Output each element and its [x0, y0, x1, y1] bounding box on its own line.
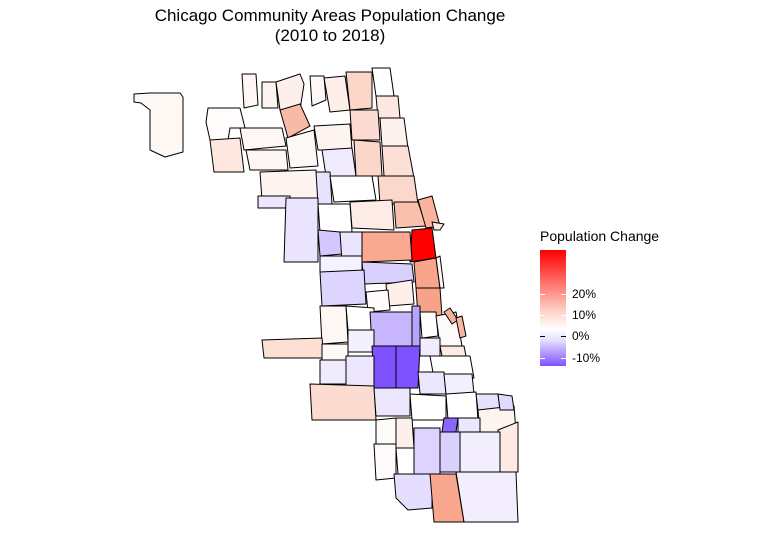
area-west-elsdon [321, 343, 349, 361]
legend-tick-0: 0% [572, 329, 590, 343]
legend-tick-10: 10% [572, 308, 597, 322]
area-rogers-park [345, 71, 373, 111]
area-edgewater-n [375, 95, 401, 119]
area-edgewater [379, 117, 409, 149]
area-greater-grand [443, 373, 475, 395]
area-north-park [309, 75, 327, 107]
area-mckinley-park [365, 289, 391, 313]
tick-mark-n10-r [561, 358, 566, 359]
title-line-2: (2010 to 2018) [274, 26, 386, 45]
area-portage-park [239, 127, 287, 151]
area-albany-park [279, 103, 311, 139]
area-west-town [349, 199, 395, 231]
tick-mark-20-r [561, 294, 566, 295]
area-roseland [413, 427, 441, 475]
area-north-lawndale [319, 255, 363, 273]
area-armour-square [385, 279, 415, 307]
area-chatham [409, 393, 447, 421]
area-auburn-gresham [373, 387, 411, 417]
area-lakefront-1 [431, 221, 445, 231]
area-loop [409, 227, 437, 263]
area-west-pullman [393, 473, 433, 511]
area-roseland-n [457, 417, 481, 433]
area-hyde-park [455, 315, 467, 339]
legend-colorbar [540, 250, 566, 366]
area-fuller-park [395, 345, 421, 389]
area-chicago-lawn [345, 355, 375, 387]
area-beverly [375, 417, 397, 445]
area-west-lawn [319, 359, 347, 385]
area-near-west [361, 231, 413, 263]
area-oakland [419, 311, 439, 339]
area-austin [283, 197, 319, 263]
area-hegewisch [455, 471, 519, 523]
area-jefferson-park [261, 81, 279, 109]
area-bridgeport [411, 305, 421, 349]
area-burnside [441, 417, 459, 433]
area-humboldt-park [317, 203, 353, 233]
area-pullman [439, 431, 461, 473]
tick-mark-0 [540, 336, 545, 337]
area-rogers-park-2 [371, 67, 395, 97]
chart-title: Chicago Community Areas Population Chang… [0, 6, 660, 46]
area-mount-greenwood [373, 443, 397, 481]
area-dunning [209, 137, 245, 173]
area-norwood-park [205, 107, 246, 141]
area-woodlawn [439, 345, 467, 357]
tick-mark-10-r [561, 315, 566, 316]
area-lincoln-park [377, 175, 419, 205]
area-east-side [497, 421, 519, 473]
area-irving-park [285, 129, 319, 169]
area-ohare [133, 92, 184, 158]
area-gage-park [347, 329, 375, 353]
tick-mark-n10 [540, 358, 545, 359]
tick-mark-10 [540, 315, 545, 316]
area-avondale [245, 149, 289, 171]
area-west-ridge [323, 75, 351, 113]
area-clearing [261, 337, 325, 359]
area-forest-glen [275, 73, 305, 111]
area-new-city [371, 345, 397, 389]
title-line-1: Chicago Community Areas Population Chang… [154, 6, 506, 25]
area-englewood [417, 371, 447, 395]
area-brighton-park [369, 311, 413, 347]
area-washington-park [419, 337, 441, 357]
area-logan-square [329, 175, 377, 203]
area-edison-park [241, 73, 259, 109]
legend-tick-20: 20% [572, 287, 597, 301]
area-garfield-ridge [319, 305, 349, 345]
legend: Population Change 20% 10% 0% -10% [540, 228, 660, 366]
area-south-lawndale [319, 269, 367, 307]
area-ashburn [309, 383, 377, 421]
area-archer-heights [345, 305, 375, 331]
legend-tick-neg10: -10% [572, 351, 601, 365]
area-west-garfield [317, 229, 343, 257]
area-lakefront-2 [435, 255, 445, 289]
area-lincoln-square [313, 123, 353, 151]
legend-title: Population Change [540, 228, 660, 244]
area-calumet-heights [497, 393, 515, 411]
area-lake-view [381, 145, 415, 179]
area-south-deering [459, 431, 501, 473]
area-washington-heights [395, 417, 415, 449]
tick-mark-20 [540, 294, 545, 295]
tick-mark-0-r [561, 336, 566, 337]
area-uptown [353, 139, 383, 177]
area-south-shore [445, 391, 479, 421]
area-uptown-n [349, 109, 381, 141]
